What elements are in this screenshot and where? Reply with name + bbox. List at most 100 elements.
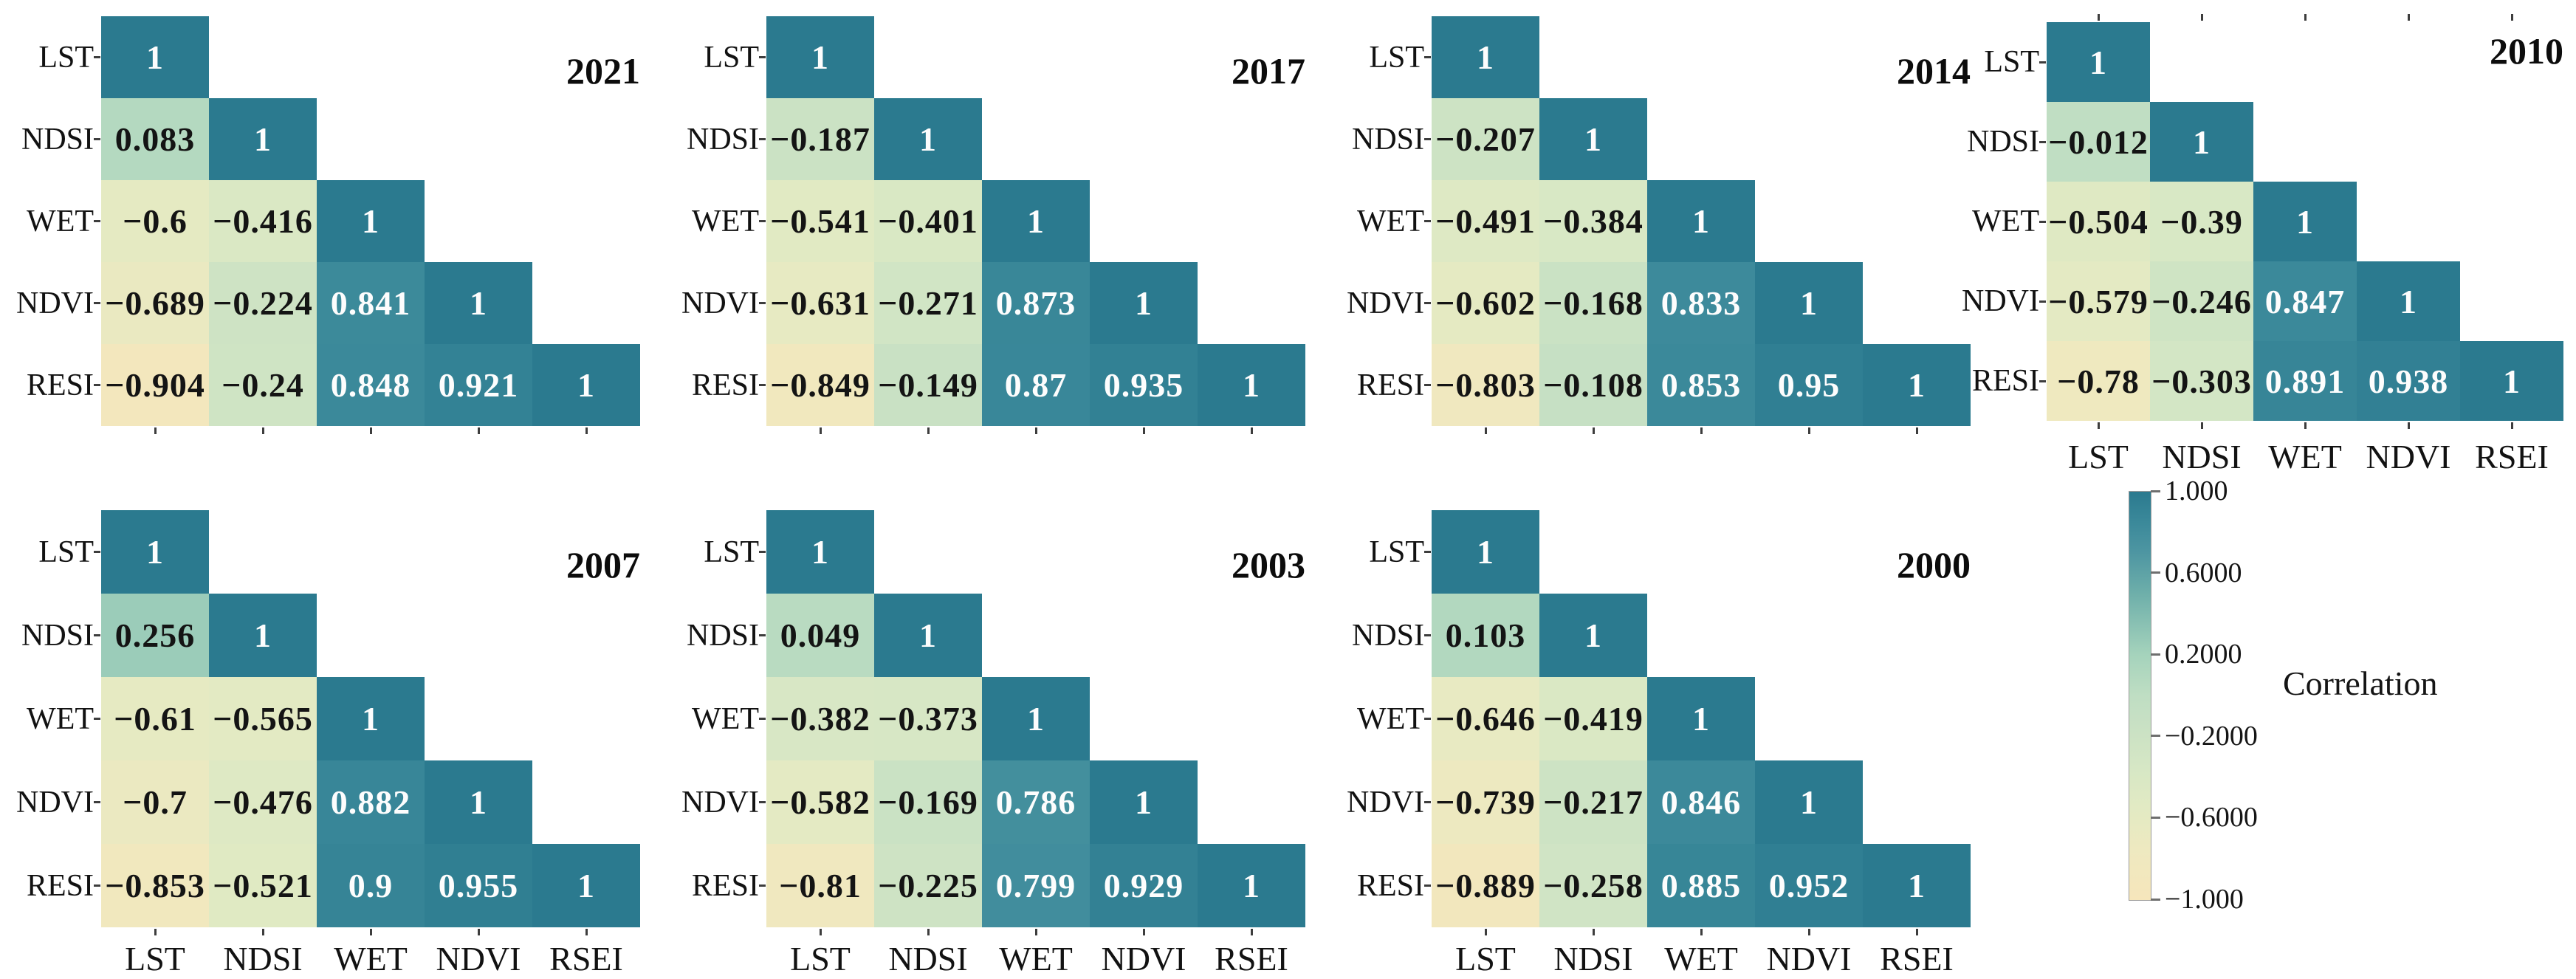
row-label: WET xyxy=(692,204,759,238)
colorbar-title: Correlation xyxy=(2283,664,2438,702)
heatmap-cell: 1 xyxy=(425,262,532,344)
heatmap-cell: 1 xyxy=(317,677,425,760)
axis-tick xyxy=(1424,302,1431,304)
heatmap-cell: 0.083 xyxy=(101,98,209,180)
axis-tick xyxy=(927,929,930,935)
heatmap-cell: −0.78 xyxy=(2047,341,2150,421)
heatmap-cell: 0.848 xyxy=(317,344,425,426)
axis-tick xyxy=(759,56,766,58)
axis-tick xyxy=(759,718,766,720)
heatmap-cell: 1 xyxy=(982,677,1090,760)
axis-tick xyxy=(154,427,157,434)
axis-tick xyxy=(2510,422,2513,429)
heatmap-cell: 0.799 xyxy=(982,844,1090,927)
heatmap-cell: 0.786 xyxy=(982,760,1090,844)
axis-tick xyxy=(1250,929,1253,935)
axis-tick xyxy=(759,302,766,304)
heatmap-cell: 1 xyxy=(1432,510,1539,594)
axis-tick xyxy=(759,384,766,386)
axis-tick xyxy=(2200,422,2203,429)
axis-tick xyxy=(2039,140,2046,143)
col-label: LST xyxy=(1455,940,1516,978)
axis-tick xyxy=(1592,929,1595,935)
heatmap-cell: 1 xyxy=(766,16,874,98)
heatmap-cell: 1 xyxy=(2047,22,2150,102)
col-label: WET xyxy=(2268,438,2342,475)
heatmap-cell: −0.246 xyxy=(2150,261,2253,341)
row-label: LST xyxy=(1984,45,2039,79)
heatmap-cell: −0.491 xyxy=(1432,180,1539,262)
row-label: LST xyxy=(704,40,759,75)
heatmap-cell: −0.012 xyxy=(2047,102,2150,182)
heatmap-cell: −0.889 xyxy=(1432,844,1539,927)
heatmap-cell: −0.416 xyxy=(209,180,317,262)
heatmap-cell: −0.149 xyxy=(874,344,982,426)
row-label: NDSI xyxy=(21,122,94,157)
heatmap-cell: −0.61 xyxy=(101,677,209,760)
row-label: LST xyxy=(704,535,759,569)
axis-tick xyxy=(759,634,766,636)
row-label: NDVI xyxy=(1962,284,2039,318)
heatmap-cell: 1 xyxy=(209,98,317,180)
heatmap-cell: −0.631 xyxy=(766,262,874,344)
col-label: WET xyxy=(1664,940,1738,978)
colorbar-tick xyxy=(2151,735,2160,738)
axis-tick xyxy=(759,220,766,222)
heatmap-cell: −0.108 xyxy=(1539,344,1647,426)
axis-tick xyxy=(1424,56,1431,58)
heatmap-cell: −0.258 xyxy=(1539,844,1647,927)
axis-tick xyxy=(94,801,100,803)
heatmap-cell: 0.952 xyxy=(1755,844,1863,927)
row-label: RESI xyxy=(26,368,94,402)
axis-tick xyxy=(1700,427,1703,434)
heatmap-cell: −0.521 xyxy=(209,844,317,927)
axis-tick xyxy=(154,929,157,935)
axis-tick xyxy=(585,427,588,434)
col-label: NDSI xyxy=(2162,438,2242,475)
axis-tick xyxy=(1424,634,1431,636)
row-label: WET xyxy=(1357,204,1424,238)
row-label: RESI xyxy=(691,368,759,402)
axis-tick xyxy=(477,427,480,434)
row-label: NDVI xyxy=(681,785,759,820)
heatmap-cell: 1 xyxy=(317,180,425,262)
axis-tick xyxy=(1424,138,1431,140)
row-label: NDSI xyxy=(1351,618,1424,653)
heatmap-cell: −0.168 xyxy=(1539,262,1647,344)
heatmap-cell: 1 xyxy=(532,344,640,426)
row-label: NDVI xyxy=(681,286,759,320)
col-label: RSEI xyxy=(549,940,623,978)
colorbar-tick-label: −0.6000 xyxy=(2165,802,2258,834)
heatmap-cell: −0.382 xyxy=(766,677,874,760)
axis-tick xyxy=(261,427,264,434)
heatmap-cell: 1 xyxy=(982,180,1090,262)
row-label: LST xyxy=(1369,535,1424,569)
heatmap-cell: 1 xyxy=(425,760,532,844)
row-label: RESI xyxy=(1971,364,2039,398)
row-label: WET xyxy=(1357,701,1424,736)
heatmap-cell: 1 xyxy=(1539,594,1647,677)
heatmap-cell: 1 xyxy=(766,510,874,594)
heatmap-cell: −0.187 xyxy=(766,98,874,180)
axis-tick xyxy=(2039,300,2046,303)
heatmap-cell: −0.6 xyxy=(101,180,209,262)
heatmap-cell: 1 xyxy=(1432,16,1539,98)
row-label: NDSI xyxy=(686,618,759,653)
heatmap-cell: 1 xyxy=(2150,102,2253,182)
heatmap-cell: 1 xyxy=(2357,261,2460,341)
heatmap-cell: −0.849 xyxy=(766,344,874,426)
heatmap-cell: −0.217 xyxy=(1539,760,1647,844)
row-label: WET xyxy=(27,701,94,736)
row-label: RESI xyxy=(1356,368,1424,402)
axis-tick xyxy=(1915,427,1918,434)
colorbar-tick-label: −0.2000 xyxy=(2165,720,2258,752)
colorbar-gradient xyxy=(2129,491,2151,901)
heatmap-cell: 0.049 xyxy=(766,594,874,677)
heatmap-cell: −0.904 xyxy=(101,344,209,426)
heatmap-cell: 0.935 xyxy=(1090,344,1198,426)
row-label: RESI xyxy=(1356,868,1424,903)
heatmap-cell: 1 xyxy=(209,594,317,677)
row-label: NDVI xyxy=(1347,785,1424,820)
heatmap-cell: 1 xyxy=(1090,262,1198,344)
